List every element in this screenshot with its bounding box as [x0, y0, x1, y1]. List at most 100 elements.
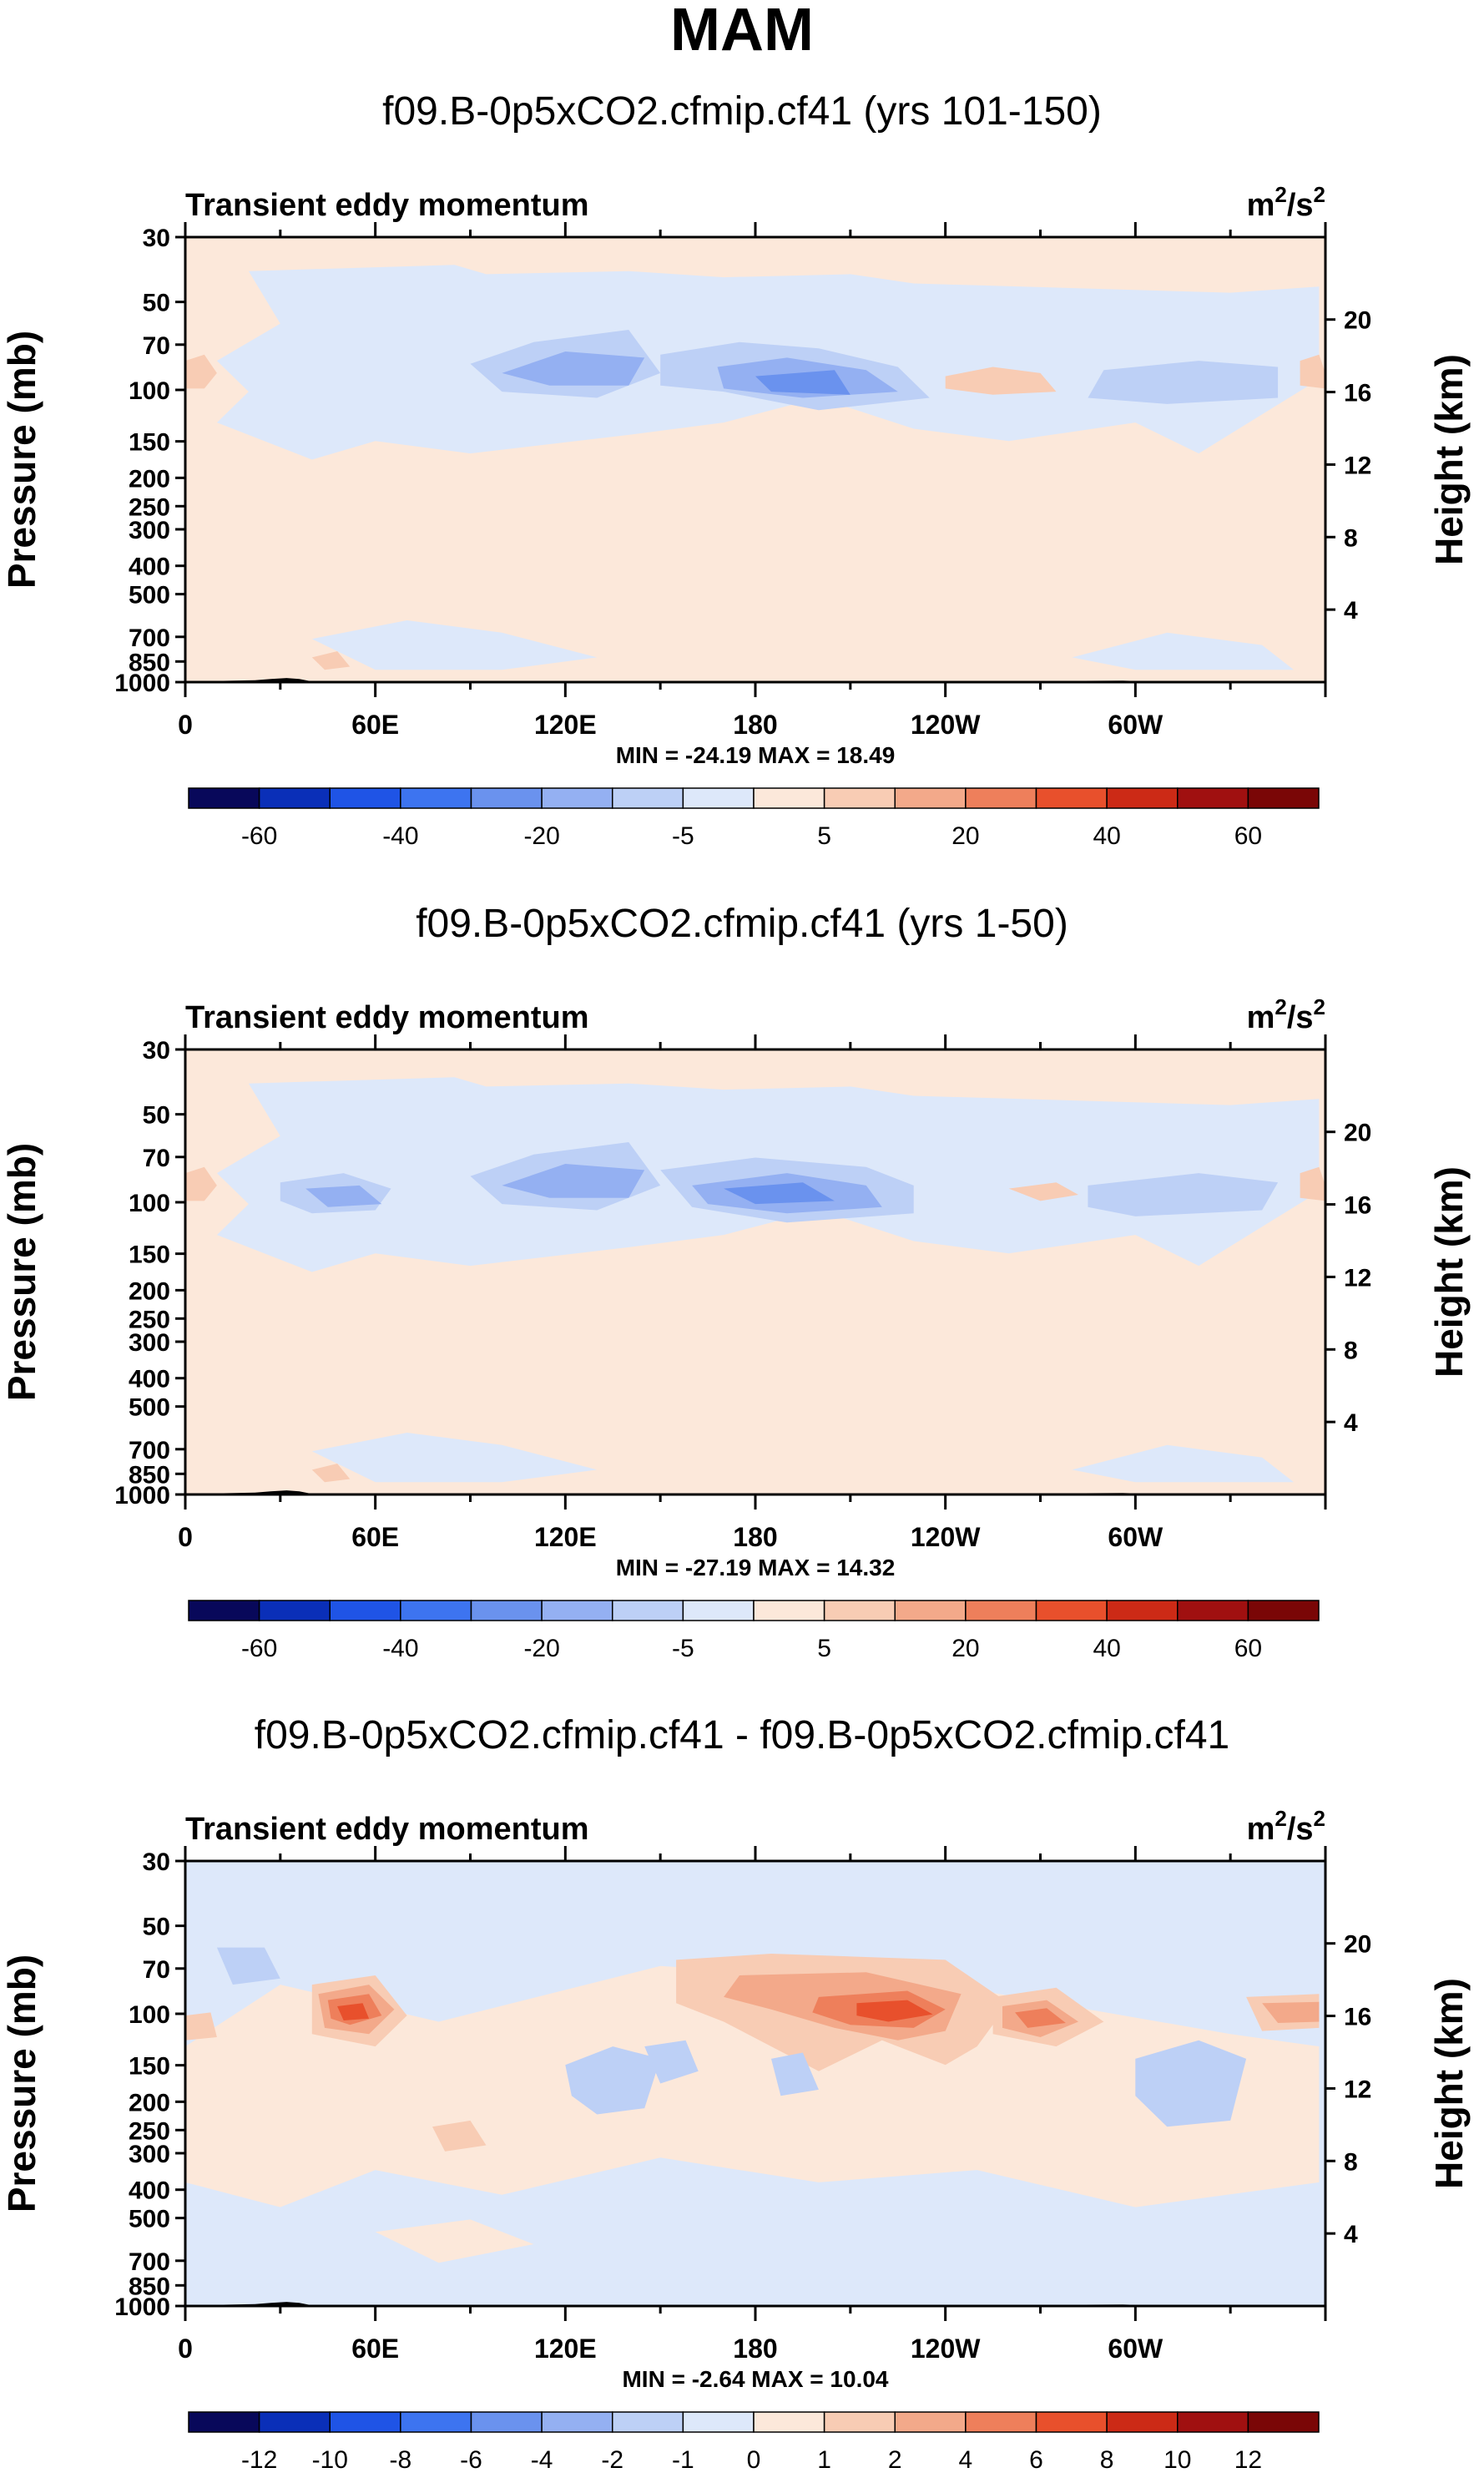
colorbar-segment — [753, 1600, 825, 1621]
x-tick-label: 60E — [351, 2334, 399, 2364]
units-exponent: 2 — [1314, 182, 1325, 207]
colorbar-label: 20 — [951, 1635, 979, 1662]
pressure-tick-label: 150 — [129, 1242, 170, 1269]
colorbar-label: -6 — [460, 2446, 482, 2474]
pressure-tick-label: 850 — [129, 649, 170, 676]
variable-label: Transient eddy momentum — [185, 188, 589, 223]
x-tick-label: 180 — [733, 1522, 777, 1552]
colorbar-segment — [258, 2411, 331, 2433]
colorbar-segment — [188, 787, 260, 809]
colorbar-segment — [470, 787, 543, 809]
pressure-tick-label: 100 — [129, 2001, 170, 2029]
colorbar-segment — [329, 1600, 401, 1621]
colorbar-segment — [329, 787, 401, 809]
pressure-tick-label: 850 — [129, 2273, 170, 2300]
pressure-tick-label: 200 — [129, 1277, 170, 1305]
height-tick-label: 4 — [1344, 2221, 1358, 2248]
colorbar-segment — [1177, 787, 1249, 809]
colorbar-segment — [1106, 787, 1179, 809]
colorbar-label: -2 — [601, 2446, 623, 2474]
colorbar-segment — [1035, 787, 1108, 809]
pressure-tick-label: 850 — [129, 1461, 170, 1489]
colorbar-label: 1 — [817, 2446, 831, 2474]
colorbar-label: 8 — [1100, 2446, 1114, 2474]
pressure-tick-label: 400 — [129, 554, 170, 581]
height-tick-label: 20 — [1344, 307, 1371, 335]
contour-region-15 — [337, 2003, 370, 2020]
x-tick-label: 0 — [178, 710, 193, 740]
pressure-tick-label: 500 — [129, 1394, 170, 1422]
pressure-tick-label: 300 — [129, 517, 170, 544]
colorbar-segment — [965, 2411, 1037, 2433]
x-tick-label: 120E — [534, 710, 597, 740]
contour-region-18 — [216, 1947, 280, 1985]
contour-fields — [185, 1947, 1320, 2306]
colorbar-label: -5 — [672, 822, 694, 850]
units-exponent: 2 — [1314, 994, 1325, 1019]
contour-region-13 — [311, 651, 351, 670]
height-tick-label: 16 — [1344, 380, 1371, 407]
height-tick-label: 12 — [1344, 1264, 1371, 1292]
contour-region-7 — [502, 351, 645, 386]
colorbar-label: -60 — [241, 1635, 277, 1662]
contour-region-21 — [185, 2012, 217, 2041]
pressure-tick-label: 200 — [129, 2089, 170, 2116]
contour-region-10 — [1262, 2001, 1320, 2023]
pressure-tick-label: 50 — [143, 1102, 170, 1130]
x-tick-label: 0 — [178, 2334, 193, 2364]
pressure-tick-label: 700 — [129, 2248, 170, 2276]
variable-label: Transient eddy momentum — [185, 1000, 589, 1035]
contour-region-12 — [945, 367, 1057, 395]
pressure-tick-label: 250 — [129, 2117, 170, 2145]
colorbar-segment — [1035, 2411, 1108, 2433]
y-axis-title: Pressure (mb) — [0, 1955, 43, 2212]
pressure-tick-label: 100 — [129, 377, 170, 405]
colorbar-label: 40 — [1093, 1635, 1120, 1662]
chart-svg: Transient eddy momentum m2/s2305070100150… — [0, 182, 1471, 850]
colorbar-label: 40 — [1093, 822, 1120, 850]
x-tick-label: 60E — [351, 710, 399, 740]
colorbar-label: 20 — [951, 822, 979, 850]
units-exponent: 2 — [1314, 1806, 1325, 1831]
pressure-tick-label: 400 — [129, 1366, 170, 1393]
height-tick-label: 4 — [1344, 1409, 1358, 1437]
colorbar-label: -8 — [390, 2446, 412, 2474]
units-label: m2/s2 — [1247, 994, 1325, 1035]
y2-axis-title: Height (km) — [1427, 354, 1471, 565]
units-label: m2/s2 — [1247, 1806, 1325, 1847]
x-tick-label: 60E — [351, 1522, 399, 1552]
colorbar-segment — [1106, 1600, 1179, 1621]
pressure-tick-label: 50 — [143, 1914, 170, 1941]
pressure-tick-label: 400 — [129, 2177, 170, 2205]
pressure-tick-label: 500 — [129, 2206, 170, 2233]
colorbar-segment — [1177, 1600, 1249, 1621]
colorbar-label: -5 — [672, 1635, 694, 1662]
contour-region-19 — [644, 2040, 699, 2084]
contour-region-14 — [1008, 1182, 1078, 1201]
colorbar-segment — [823, 1600, 896, 1621]
contour-region-9 — [755, 370, 851, 395]
colorbar-segment — [965, 1600, 1037, 1621]
colorbar-segment — [400, 787, 472, 809]
colorbar-segment — [1035, 1600, 1108, 1621]
x-tick-label: 180 — [733, 2334, 777, 2364]
contour-region-13 — [1015, 2008, 1066, 2028]
chart-panel-1: f09.B-0p5xCO2.cfmip.cf41 (yrs 101-150) T… — [0, 92, 1484, 851]
colorbar-label: 0 — [747, 2446, 761, 2474]
y-axis-title: Pressure (mb) — [0, 1143, 43, 1401]
contour-fields — [185, 1077, 1325, 1494]
pressure-tick-label: 30 — [143, 1037, 170, 1065]
contour-region-3 — [1072, 632, 1295, 670]
colorbar-label: 12 — [1234, 2446, 1262, 2474]
colorbar-label: -4 — [531, 2446, 553, 2474]
colorbar-segment — [400, 2411, 472, 2433]
height-tick-label: 12 — [1344, 2076, 1371, 2103]
contour-region-13 — [1300, 1166, 1325, 1201]
pressure-tick-label: 30 — [143, 1848, 170, 1876]
units-base: m — [1247, 188, 1275, 223]
pressure-tick-label: 700 — [129, 625, 170, 652]
pressure-tick-label: 200 — [129, 465, 170, 493]
pressure-tick-label: 1000 — [114, 1482, 170, 1510]
units-exponent: 2 — [1275, 182, 1286, 207]
chart-panel-2: f09.B-0p5xCO2.cfmip.cf41 (yrs 1-50) Tran… — [0, 904, 1484, 1663]
